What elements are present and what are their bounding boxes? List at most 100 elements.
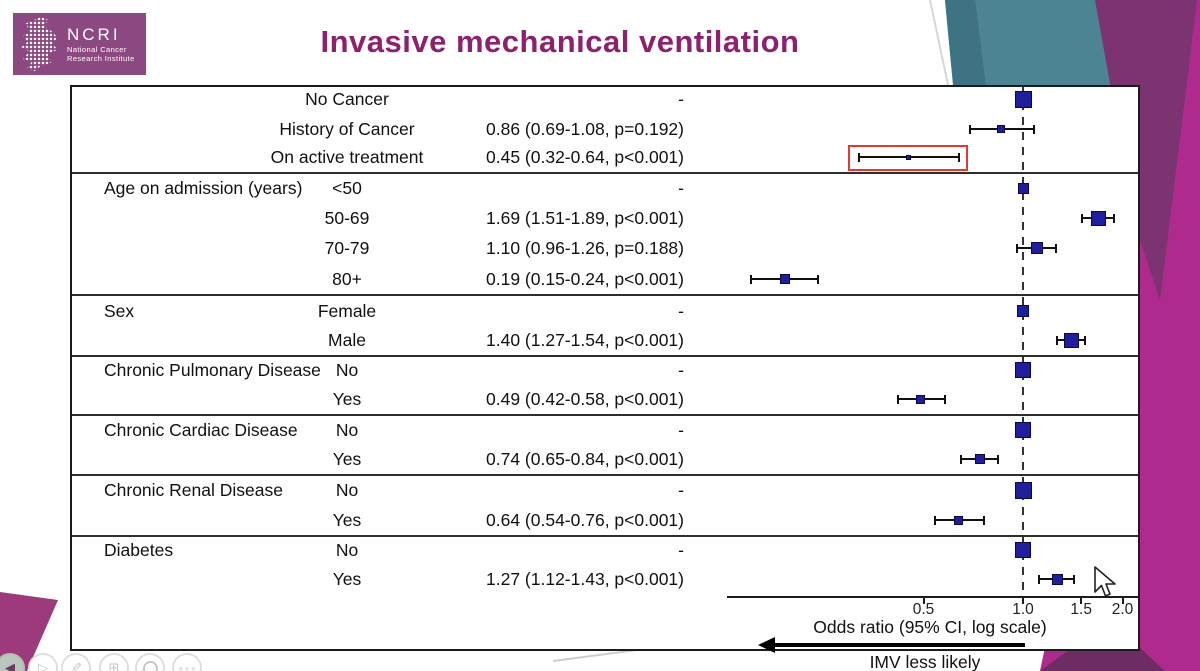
ci-cap-low (1056, 335, 1059, 345)
ci-cap-high (1083, 335, 1086, 345)
row-subgroup-label: Yes (332, 510, 362, 530)
row-subgroup-label: 50-69 (324, 208, 370, 228)
or-marker (1051, 573, 1063, 585)
ci-cap-low (749, 274, 752, 284)
row-estimate-label: 0.74 (0.65-0.84, p<0.001) (486, 449, 684, 469)
pencil-icon: ✎ (70, 660, 82, 671)
or-marker (1017, 182, 1029, 194)
highlight-red-box (848, 145, 968, 171)
or-marker (1014, 90, 1032, 108)
axis-tick (922, 598, 925, 604)
ci-cap-low (960, 454, 963, 464)
row-estimate-label: 0.64 (0.54-0.76, p<0.001) (486, 510, 684, 530)
row-subgroup-label: <50 (332, 178, 362, 198)
row-group-label: Chronic Renal Disease (104, 480, 283, 500)
pen-tool-button[interactable]: ✎ (61, 653, 91, 671)
more-options-button[interactable]: ∘∘∘ (172, 653, 202, 671)
right-arrow-icon: ▷ (38, 660, 48, 671)
row-group-label: Sex (104, 301, 135, 321)
row-subgroup-label: On active treatment (270, 147, 424, 167)
page-title: Invasive mechanical ventilation (320, 24, 800, 59)
ci-cap-low (1038, 574, 1041, 584)
or-marker (1090, 210, 1106, 226)
row-estimate-label: 0.49 (0.42-0.58, p<0.001) (486, 389, 684, 409)
or-marker (1015, 362, 1031, 378)
less-likely-arrow (774, 643, 1025, 647)
row-subgroup-label: No (335, 480, 359, 500)
ci-cap-low (1016, 243, 1019, 253)
ci-cap-high (1055, 243, 1058, 253)
reference-dashed-line (1022, 87, 1024, 597)
previous-slide-button[interactable]: ◀ (0, 653, 25, 671)
row-subgroup-label: Yes (332, 389, 362, 409)
row-subgroup-label: Yes (332, 449, 362, 469)
row-estimate-label: - (678, 89, 684, 109)
ci-cap-low (933, 515, 936, 525)
logo-acronym: NCRI (67, 24, 121, 44)
forest-plot: Odds ratio (95% CI, log scale) No Cancer… (70, 85, 1140, 653)
row-estimate-label: 1.27 (1.12-1.43, p<0.001) (486, 569, 684, 589)
row-estimate-label: - (678, 540, 684, 560)
row-estimate-label: - (678, 480, 684, 500)
ci-cap-low (897, 394, 900, 404)
ci-cap-high (817, 274, 820, 284)
left-arrow-icon: ◀ (5, 660, 15, 671)
next-slide-button[interactable]: ▷ (28, 653, 58, 671)
row-estimate-label: - (678, 301, 684, 321)
axis-tick-label: 1.5 (1070, 601, 1092, 618)
row-subgroup-label: Male (328, 330, 366, 350)
row-estimate-label: 0.19 (0.15-0.24, p<0.001) (486, 269, 684, 289)
group-divider (72, 355, 1138, 357)
row-subgroup-label: 80+ (332, 269, 362, 289)
row-estimate-label: - (678, 178, 684, 198)
row-estimate-label: 1.10 (0.96-1.26, p=0.188) (486, 238, 684, 258)
logo-text: NCRI National Cancer Research Institute (67, 26, 135, 63)
ci-cap-high (1033, 124, 1036, 134)
row-subgroup-label: 70-79 (324, 238, 370, 258)
ci-cap-low (1081, 213, 1084, 223)
ci-cap-high (996, 454, 999, 464)
row-estimate-label: 0.86 (0.69-1.08, p=0.192) (486, 119, 684, 139)
or-marker (905, 154, 911, 160)
forest-plot-area: Odds ratio (95% CI, log scale) No Cancer… (72, 87, 1140, 653)
group-divider (72, 294, 1138, 296)
ncri-logo: NCRI National Cancer Research Institute (13, 13, 146, 75)
row-group-label: Diabetes (104, 540, 174, 560)
row-subgroup-label: No (335, 540, 359, 560)
mouse-cursor (1094, 566, 1116, 597)
less-likely-arrow-head-icon (758, 637, 775, 653)
logo-name-line2: Research Institute (67, 54, 135, 63)
row-estimate-label: 0.45 (0.32-0.64, p<0.001) (486, 147, 684, 167)
row-estimate-label: 1.40 (1.27-1.54, p<0.001) (486, 330, 684, 350)
row-group-label: Chronic Pulmonary Disease (104, 360, 321, 380)
or-marker (1014, 481, 1032, 499)
or-marker (916, 394, 926, 404)
uk-map-dots-icon (21, 17, 58, 71)
or-marker (1017, 305, 1029, 317)
ci-cap-low (858, 152, 861, 162)
row-subgroup-label: Female (317, 301, 377, 321)
or-marker (1015, 542, 1031, 558)
ci-cap-high (957, 152, 960, 162)
or-marker (1015, 422, 1031, 438)
or-marker (974, 454, 985, 464)
ci-cap-high (1113, 213, 1116, 223)
logo-name-line1: National Cancer (67, 44, 127, 54)
ellipsis-icon: ∘∘∘ (177, 664, 197, 671)
axis-tick-label: 1.0 (1012, 601, 1034, 618)
arrow-note-label: IMV less likely (869, 652, 981, 671)
magnifier-icon (142, 661, 158, 671)
ci-cap-high (943, 394, 946, 404)
row-subgroup-label: No Cancer (305, 89, 389, 109)
row-subgroup-label: Yes (332, 569, 362, 589)
group-divider (72, 414, 1138, 416)
or-marker (779, 274, 790, 284)
x-axis-title: Odds ratio (95% CI, log scale) (813, 617, 1047, 637)
all-slides-button[interactable]: ⊞ (99, 653, 129, 671)
axis-tick (1121, 598, 1124, 604)
or-marker (997, 125, 1006, 133)
or-marker (954, 515, 964, 525)
row-estimate-label: - (678, 360, 684, 380)
zoom-button[interactable] (135, 653, 165, 671)
